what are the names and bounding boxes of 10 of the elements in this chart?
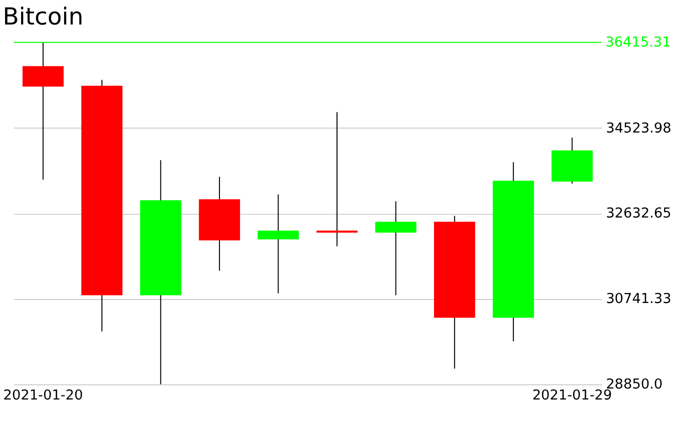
candlestick [375,200,416,296]
y-tick-label: 34523.98 [606,120,672,136]
x-tick-label: 2021-01-29 [532,387,612,404]
y-tick-label: 30741.33 [606,291,672,308]
candlestick [258,194,299,294]
x-tick-label: 2021-01-20 [3,387,83,404]
candlestick [316,112,358,247]
ref-line-label: 36415.31 [605,34,671,50]
chart-title: Bitcoin [2,2,84,31]
y-tick-label: 32632.65 [606,206,672,222]
